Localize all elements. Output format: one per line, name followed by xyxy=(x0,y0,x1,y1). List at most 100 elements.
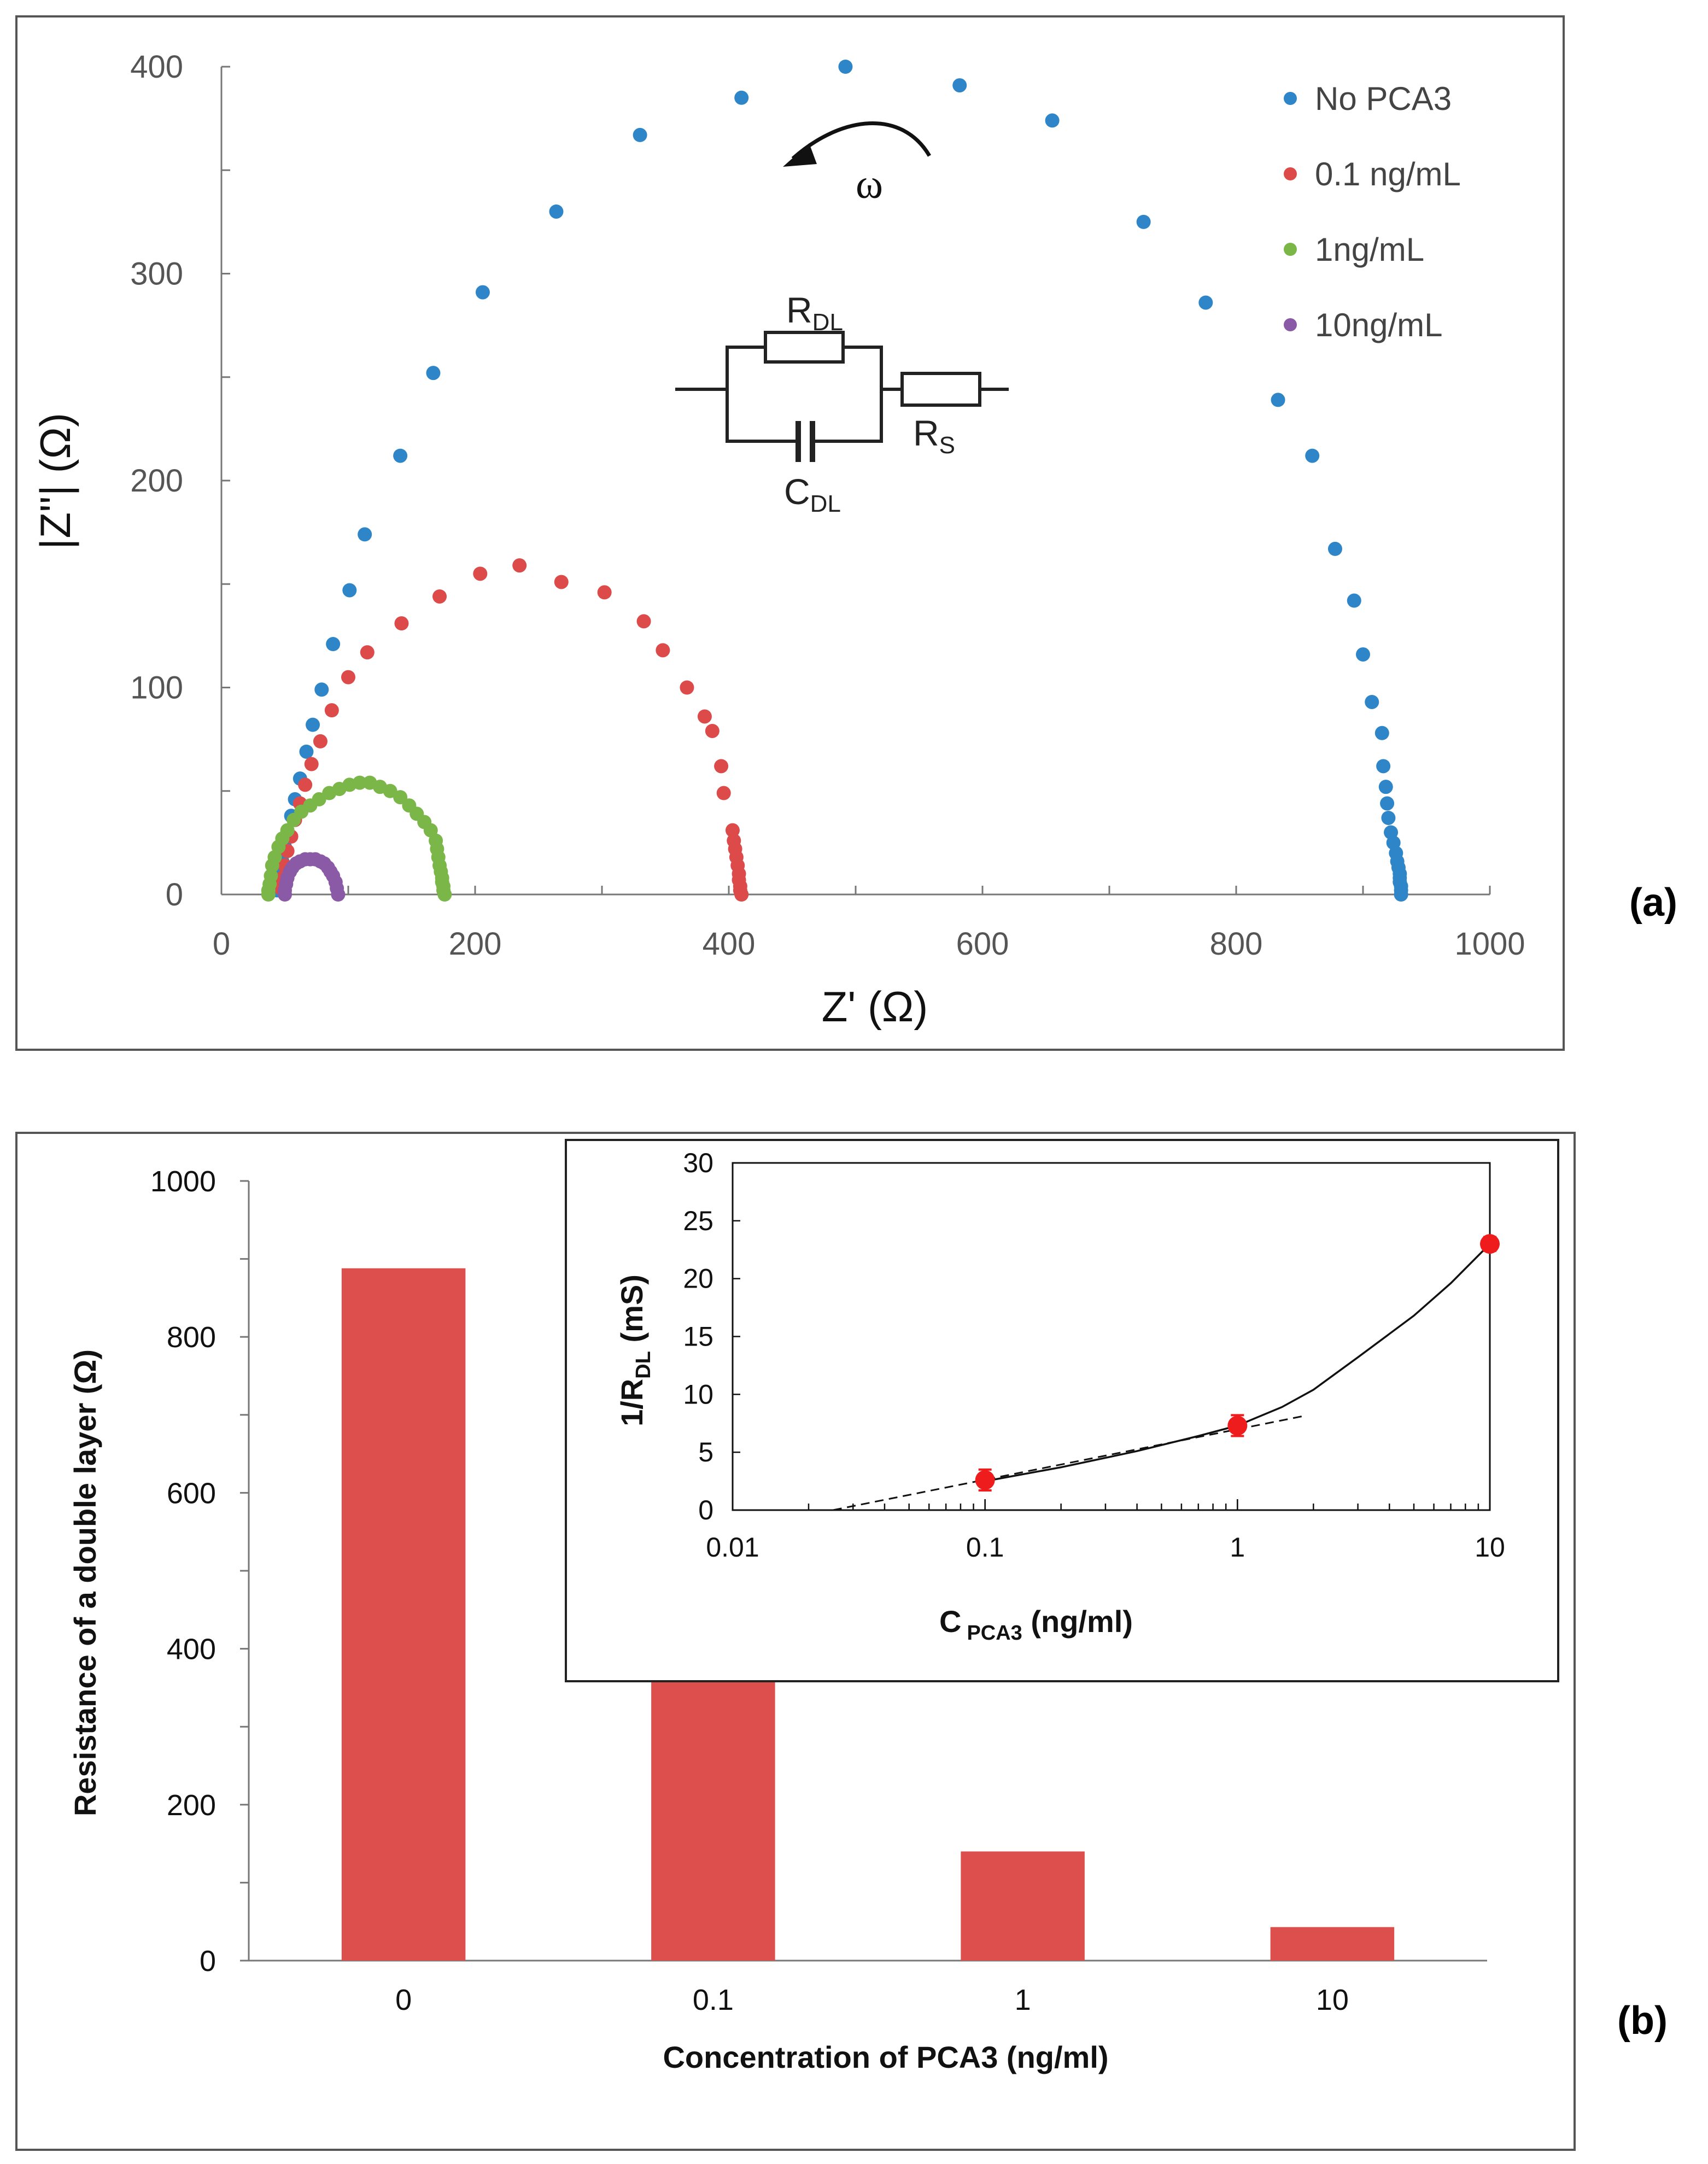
data-point-no-pca3 xyxy=(952,78,967,93)
panel-b-x-tick-label: 0.1 xyxy=(693,1984,734,2016)
data-point-no-pca3 xyxy=(1327,541,1342,556)
data-point-0-1-ng-ml xyxy=(304,757,319,771)
legend-label: 0.1 ng/mL xyxy=(1315,156,1461,192)
panel-a-x-tick-label: 600 xyxy=(956,926,1009,962)
panel-a-y-tick-label: 100 xyxy=(130,670,183,706)
inset-data-point xyxy=(1227,1416,1248,1436)
data-point-1ng-ml xyxy=(261,887,276,902)
panel-b-y-tick-label: 1000 xyxy=(150,1165,216,1198)
data-point-0-1-ng-ml xyxy=(636,614,651,629)
legend-marker xyxy=(1284,318,1297,331)
omega-arrowhead xyxy=(783,143,817,167)
legend-label: 1ng/mL xyxy=(1315,231,1424,268)
circuit-label-rdl: RDL xyxy=(786,290,843,336)
data-point-no-pca3 xyxy=(1271,393,1285,407)
circuit-bottom-branch-right xyxy=(812,389,883,443)
data-point-0-1-ng-ml xyxy=(394,616,409,631)
data-point-no-pca3 xyxy=(299,744,314,759)
panel-b-label: (b) xyxy=(1617,1999,1668,2043)
panel-a-x-tick-label: 400 xyxy=(703,926,756,962)
data-point-no-pca3 xyxy=(838,60,853,74)
circuit-resistor-rs xyxy=(900,372,981,407)
inset-x-tick-label: 10 xyxy=(1475,1532,1505,1563)
panel-b-bars xyxy=(341,1268,1395,1961)
data-point-no-pca3 xyxy=(475,285,490,300)
data-point-0-1-ng-ml xyxy=(656,643,670,658)
data-point-1ng-ml xyxy=(362,775,377,790)
circuit-resistor-rdl xyxy=(764,331,845,364)
panel-b-y-tick-label: 600 xyxy=(167,1477,216,1510)
panel-a-x-tick-label: 800 xyxy=(1210,926,1263,962)
data-point-0-1-ng-ml xyxy=(705,723,720,738)
data-point-1ng-ml xyxy=(322,786,337,800)
data-point-1ng-ml xyxy=(286,812,301,827)
equivalent-circuit xyxy=(675,331,1009,462)
inset-data-point xyxy=(1480,1234,1500,1254)
data-point-no-pca3 xyxy=(1305,448,1320,463)
panel-a-series xyxy=(261,60,1408,902)
panel-b-y-tick-label: 800 xyxy=(167,1321,216,1354)
inset-y-tick-label: 30 xyxy=(683,1148,713,1178)
panel-b-y-tick-label: 200 xyxy=(167,1789,216,1822)
data-point-no-pca3 xyxy=(1365,694,1379,709)
data-point-no-pca3 xyxy=(1374,726,1389,740)
panel-b-y-tick-label: 0 xyxy=(200,1945,216,1978)
inset-x-tick-label: 0.01 xyxy=(706,1532,759,1563)
legend-marker xyxy=(1284,92,1297,105)
data-point-no-pca3 xyxy=(326,637,341,652)
data-point-no-pca3 xyxy=(314,682,329,697)
panel-b-ylabel: Resistance of a double layer (Ω) xyxy=(68,1349,102,1816)
data-point-no-pca3 xyxy=(1384,825,1399,840)
inset-points xyxy=(975,1234,1500,1492)
panel-a-label: (a) xyxy=(1629,881,1677,925)
data-point-no-pca3 xyxy=(549,204,564,219)
panel-a-legend: No PCA3 0.1 ng/mL 1ng/mL 10ng/mL xyxy=(1284,80,1461,343)
bar-0-1 xyxy=(651,1675,775,1961)
omega-label: ω xyxy=(856,161,883,207)
data-point-no-pca3 xyxy=(1136,214,1151,229)
panel-a-x-tick-label: 0 xyxy=(213,926,230,962)
inset-xlabel: C PCA3 (ng/ml) xyxy=(939,1604,1133,1645)
circuit-top-branch-right xyxy=(843,346,883,389)
legend-label: No PCA3 xyxy=(1315,80,1452,117)
data-point-1ng-ml xyxy=(402,798,417,813)
data-point-0-1-ng-ml xyxy=(324,703,339,718)
inset-ticks: 0.01 0.1 1 10 0 5 10 15 20 25 30 xyxy=(683,1148,1505,1563)
data-point-0-1-ng-ml xyxy=(727,833,741,848)
data-point-no-pca3 xyxy=(358,527,372,542)
panel-a-ylabel: |Z''| (Ω) xyxy=(31,413,79,549)
circuit-top-branch xyxy=(726,346,765,389)
data-point-no-pca3 xyxy=(1198,295,1213,310)
inset-chart: 0.01 0.1 1 10 0 5 10 15 20 25 30 C PCA3 (ng/ml) 1/R… xyxy=(565,1139,1559,1682)
panel-a-y-tick-label: 400 xyxy=(130,49,183,85)
panel-a-xlabel: Z' (Ω) xyxy=(822,982,928,1031)
data-point-0-1-ng-ml xyxy=(554,575,569,589)
data-point-0-1-ng-ml xyxy=(697,709,712,724)
data-point-0-1-ng-ml xyxy=(714,759,729,774)
data-point-0-1-ng-ml xyxy=(680,680,694,695)
inset-ylabel: 1/RDL (mS) xyxy=(615,1274,655,1426)
data-point-no-pca3 xyxy=(306,717,320,732)
panel-a: 0 200 400 600 800 1000 0 100 200 300 400 Z' (Ω) |Z… xyxy=(15,15,1677,1051)
inset-fit-curve xyxy=(985,1243,1491,1482)
data-point-0-1-ng-ml xyxy=(313,734,327,748)
data-point-no-pca3 xyxy=(393,448,408,463)
panel-b-x-tick-label: 0 xyxy=(395,1984,412,2016)
data-point-no-pca3 xyxy=(1356,647,1370,662)
panel-a-y-tick-label: 0 xyxy=(166,877,183,913)
panel-a-axes xyxy=(220,66,1491,896)
panel-a-y-tick-label: 200 xyxy=(130,463,183,499)
legend-label: 10ng/mL xyxy=(1315,307,1443,343)
circuit-label-rs: RS xyxy=(913,413,955,459)
data-point-no-pca3 xyxy=(633,127,647,142)
inset-axes xyxy=(732,1162,1491,1511)
inset-y-tick-label: 0 xyxy=(698,1495,713,1525)
data-point-0-1-ng-ml xyxy=(432,589,447,604)
inset-log-trendline xyxy=(833,1416,1302,1511)
data-point-0-1-ng-ml xyxy=(725,823,740,838)
inset-y-tick-label: 25 xyxy=(683,1206,713,1236)
legend-marker xyxy=(1284,243,1297,256)
